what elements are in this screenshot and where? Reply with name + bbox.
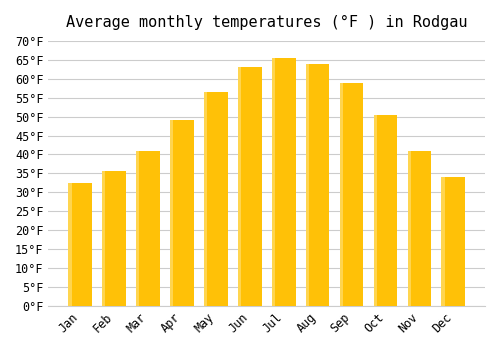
Bar xyxy=(138,150,160,306)
Bar xyxy=(442,177,445,306)
Bar xyxy=(342,83,363,306)
Bar xyxy=(170,120,173,306)
Title: Average monthly temperatures (°F ) in Rodgau: Average monthly temperatures (°F ) in Ro… xyxy=(66,15,468,30)
Bar xyxy=(306,64,309,306)
Bar xyxy=(70,183,92,306)
Bar xyxy=(308,64,330,306)
Bar xyxy=(340,83,343,306)
Bar xyxy=(408,150,411,306)
Bar xyxy=(272,58,275,306)
Bar xyxy=(102,172,106,306)
Bar xyxy=(238,68,241,306)
Bar xyxy=(374,115,377,306)
Bar xyxy=(409,150,431,306)
Bar xyxy=(136,150,140,306)
Bar xyxy=(104,172,126,306)
Bar xyxy=(206,92,228,306)
Bar xyxy=(204,92,207,306)
Bar xyxy=(274,58,295,306)
Bar xyxy=(443,177,465,306)
Bar xyxy=(172,120,194,306)
Bar xyxy=(68,183,71,306)
Bar xyxy=(375,115,398,306)
Bar xyxy=(240,68,262,306)
